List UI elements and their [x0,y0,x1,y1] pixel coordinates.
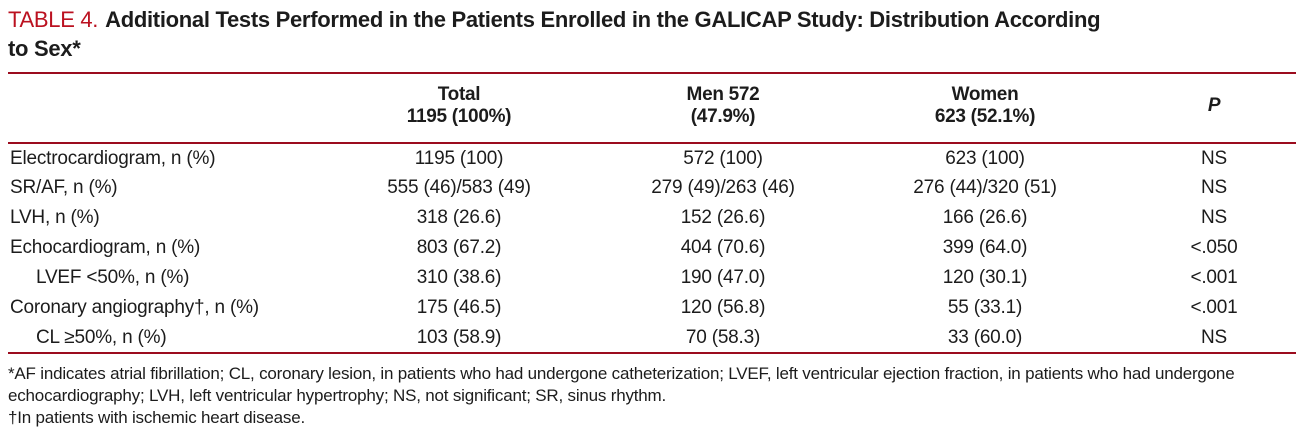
cell-p: NS [1201,177,1227,198]
col-header-men-line2: (47.9%) [690,106,756,127]
cell-men: 152 (26.6) [680,207,766,228]
col-header-women-line2: 623 (52.1%) [934,106,1036,127]
row-label: Coronary angiography†, n (%) [10,297,259,318]
cell-men: 120 (56.8) [680,297,766,318]
cell-p: <.001 [1190,267,1238,288]
cell-total: 103 (58.9) [416,326,502,348]
row-label: Echocardiogram, n (%) [10,237,201,258]
table-number: TABLE 4. [8,7,99,32]
row-label: LVH, n (%) [10,207,100,228]
data-table: Total 1195 (100%) Men 572 (47.9%) Women … [8,72,1296,354]
cell-total: 1195 (100) [414,147,504,169]
header-row: Total 1195 (100%) Men 572 (47.9%) Women … [8,73,1296,144]
cell-women: 166 (26.6) [942,207,1028,228]
cell-p: <.050 [1190,237,1238,258]
cell-women: 276 (44)/320 (51) [913,177,1057,198]
cell-men: 404 (70.6) [680,237,766,258]
table-row: Electrocardiogram, n (%) 1195 (100) 572 … [8,143,1296,173]
row-label: Electrocardiogram, n (%) [10,147,216,169]
table-row: Echocardiogram, n (%) 803 (67.2) 404 (70… [8,233,1296,263]
col-header-women: Women 623 (52.1%) [838,73,1132,144]
cell-total: 555 (46)/583 (49) [387,177,531,198]
table-title-line1: Additional Tests Performed in the Patien… [105,7,1101,32]
table-row: CL ≥50%, n (%) 103 (58.9) 70 (58.3) 33 (… [8,323,1296,353]
col-header-women-line1: Women [951,84,1019,105]
col-header-total: Total 1195 (100%) [310,73,608,144]
col-header-men: Men 572 (47.9%) [608,73,838,144]
row-label: SR/AF, n (%) [10,177,118,198]
table-header: Total 1195 (100%) Men 572 (47.9%) Women … [8,73,1296,144]
row-label: LVEF <50%, n (%) [36,267,190,288]
col-header-blank [8,73,310,144]
footnote-abbreviations: *AF indicates atrial fibrillation; CL, c… [8,364,1235,405]
col-header-p-label: P [1207,95,1221,116]
table-row: LVEF <50%, n (%) 310 (38.6) 190 (47.0) 1… [8,263,1296,293]
table-body: Electrocardiogram, n (%) 1195 (100) 572 … [8,143,1296,353]
cell-total: 318 (26.6) [416,207,502,228]
table-title: TABLE 4. Additional Tests Performed in th… [8,5,1296,63]
col-header-men-line1: Men 572 [686,84,760,105]
cell-p: NS [1201,326,1227,348]
cell-men: 572 (100) [683,147,763,169]
cell-p: <.001 [1190,297,1238,318]
table-title-line2: to Sex* [8,36,81,61]
footnote-dagger: †In patients with ischemic heart disease… [8,408,306,427]
cell-men: 279 (49)/263 (46) [651,177,795,198]
cell-total: 803 (67.2) [416,237,502,258]
cell-women: 55 (33.1) [947,297,1023,318]
cell-p: NS [1201,207,1227,228]
cell-total: 310 (38.6) [416,267,502,288]
cell-women: 623 (100) [945,147,1025,169]
table-row: SR/AF, n (%) 555 (46)/583 (49) 279 (49)/… [8,173,1296,203]
cell-women: 120 (30.1) [942,267,1028,288]
col-header-p: P [1132,73,1296,144]
row-label: CL ≥50%, n (%) [36,326,167,348]
col-header-total-line2: 1195 (100%) [406,106,512,127]
cell-total: 175 (46.5) [416,297,502,318]
cell-women: 33 (60.0) [947,326,1023,348]
table-row: LVH, n (%) 318 (26.6) 152 (26.6) 166 (26… [8,203,1296,233]
cell-women: 399 (64.0) [942,237,1028,258]
cell-men: 190 (47.0) [680,267,766,288]
cell-p: NS [1201,147,1227,169]
table-row: Coronary angiography†, n (%) 175 (46.5) … [8,293,1296,323]
footnotes: *AF indicates atrial fibrillation; CL, c… [8,363,1296,429]
cell-men: 70 (58.3) [685,326,761,348]
col-header-total-line1: Total [437,84,481,105]
